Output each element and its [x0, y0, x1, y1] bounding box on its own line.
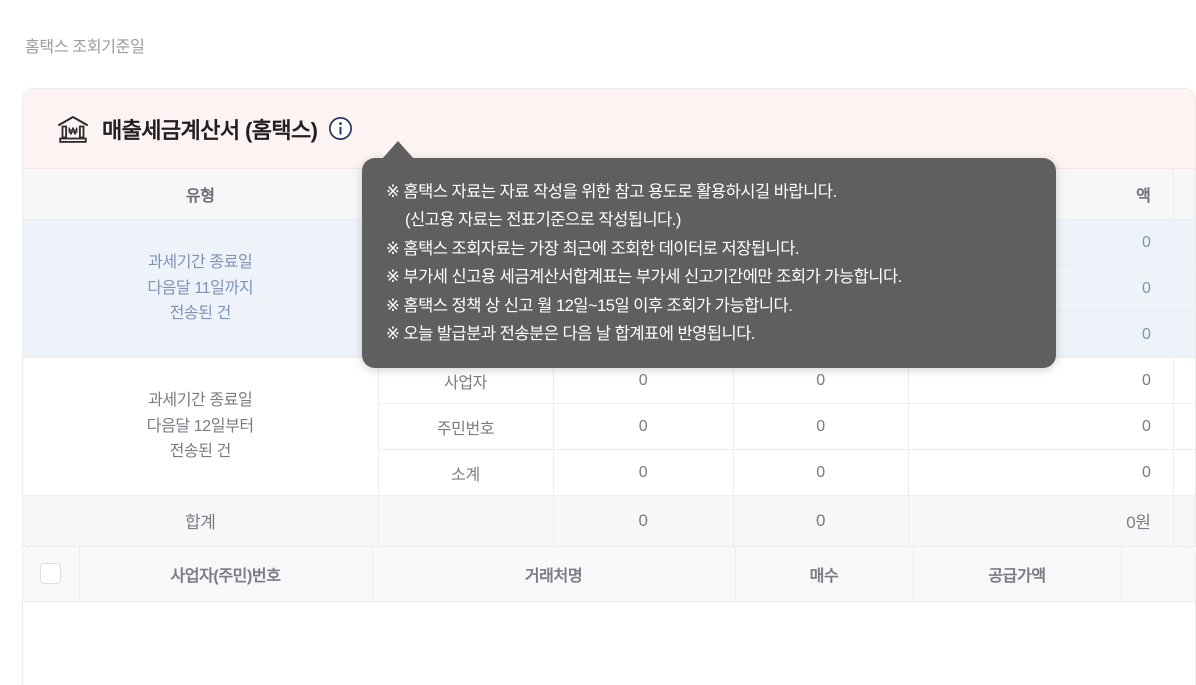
col-header-end — [1121, 547, 1195, 602]
total-tax: 0원 — [908, 495, 1174, 546]
detail-table: 사업자(주민)번호 거래처명 매수 공급가액 — [23, 547, 1195, 602]
transaction-detail-card: 사업자(주민)번호 거래처명 매수 공급가액 — [22, 546, 1196, 685]
select-all-cell[interactable] — [23, 547, 80, 602]
cell-amount: 0 — [733, 449, 909, 496]
bank-won-icon: ₩ — [58, 115, 88, 143]
total-count: 0 — [553, 495, 734, 546]
table-row: 소계 0 0 0 — [23, 449, 1195, 496]
page-title: 홈택스 조회기준일 — [25, 39, 145, 56]
row-type-label-a: 과세기간 종료일 다음달 11일까지 전송된 건 — [23, 219, 379, 358]
cell-end — [1173, 219, 1195, 266]
col-header-quantity[interactable]: 매수 — [735, 547, 914, 602]
total-row: 합계 0 0 0원 — [23, 495, 1195, 546]
tooltip-line: ※ 부가세 신고용 세금계산서합계표는 부가세 신고기간에만 조회가 가능합니다… — [386, 268, 902, 287]
tooltip-line: ※ 홈택스 조회자료는 가장 최근에 조회한 데이터로 저장됩니다. — [386, 239, 800, 258]
tooltip-line: ※ 홈택스 자료는 자료 작성을 위한 참고 용도로 활용하시길 바랍니다. — [386, 183, 837, 201]
cell-end — [1173, 403, 1195, 450]
cell-sub: 소계 — [378, 449, 554, 496]
cell-end — [1173, 449, 1195, 496]
type-line: 전송된 건 — [169, 305, 232, 323]
col-header-end — [1173, 168, 1195, 220]
info-tooltip: ※ 홈택스 자료는 자료 작성을 위한 참고 용도로 활용하시길 바랍니다. (… — [362, 158, 1056, 369]
select-all-checkbox[interactable] — [40, 563, 62, 585]
detail-table-empty-body — [23, 601, 1195, 685]
table-row: 주민번호 0 0 0 — [23, 403, 1195, 450]
tooltip-line: ※ 오늘 발급분과 전송분은 다음 날 합계표에 반영됩니다. — [386, 324, 755, 343]
total-amount: 0 — [733, 495, 909, 546]
col-header-supply-amount[interactable]: 공급가액 — [913, 547, 1122, 602]
tooltip-arrow — [382, 141, 414, 159]
tooltip-line: ※ 홈택스 정책 상 신고 월 12일~15일 이후 조회가 가능합니다. — [386, 296, 793, 315]
col-header-type: 유형 — [23, 168, 379, 220]
type-line: 전송된 건 — [169, 443, 232, 461]
cell-amount: 0 — [733, 403, 909, 450]
type-line: 다음달 11일까지 — [147, 279, 254, 297]
type-line: 다음달 12일부터 — [146, 417, 254, 435]
summary-table-footer: 합계 0 0 0원 — [23, 495, 1195, 546]
type-line: 과세기간 종료일 — [148, 253, 253, 271]
detail-header-row: 사업자(주민)번호 거래처명 매수 공급가액 — [23, 547, 1195, 602]
svg-text:₩: ₩ — [68, 126, 78, 137]
cell-tax: 0 — [908, 403, 1174, 450]
cell-count: 0 — [553, 449, 734, 496]
type-line: 과세기간 종료일 — [148, 391, 253, 409]
total-sub — [378, 495, 554, 546]
total-end — [1173, 495, 1195, 546]
col-header-business-number[interactable]: 사업자(주민)번호 — [79, 547, 373, 602]
col-header-client-name[interactable]: 거래처명 — [372, 547, 736, 602]
summary-card-title: 매출세금계산서 (홈택스) — [102, 117, 318, 143]
cell-end — [1173, 265, 1195, 312]
cell-count: 0 — [553, 403, 734, 450]
info-circle-icon[interactable] — [328, 116, 353, 141]
cell-sub: 주민번호 — [378, 403, 554, 450]
cell-end — [1173, 357, 1195, 404]
cell-end — [1173, 311, 1195, 358]
summary-card-header: ₩ 매출세금계산서 (홈택스) — [23, 89, 1195, 168]
tooltip-line: (신고용 자료는 전표기준으로 작성됩니다.) — [405, 211, 681, 230]
row-type-label-b: 과세기간 종료일 다음달 12일부터 전송된 건 — [23, 357, 379, 496]
cell-tax: 0 — [908, 449, 1174, 496]
total-label: 합계 — [23, 495, 379, 546]
